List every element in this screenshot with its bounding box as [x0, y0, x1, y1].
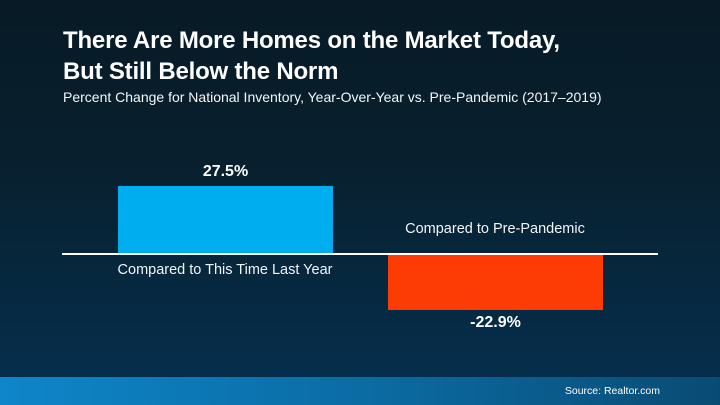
source-credit: Source: Realtor.com [564, 385, 660, 397]
zero-baseline [62, 253, 658, 255]
category-label-last-year: Compared to This Time Last Year [117, 262, 333, 278]
bar-pre-pandemic [388, 255, 603, 311]
chart-title: There Are More Homes on the Market Today… [63, 25, 680, 87]
bar-last-year [118, 186, 333, 253]
footer-bar: Source: Realtor.com [0, 377, 720, 405]
chart-title-line2: But Still Below the Norm [63, 58, 339, 85]
value-label-last-year: 27.5% [202, 163, 249, 181]
header: There Are More Homes on the Market Today… [63, 25, 680, 87]
value-label-pre-pandemic: -22.9% [470, 314, 521, 332]
category-label-pre-pandemic: Compared to Pre-Pandemic [405, 221, 585, 237]
chart-subtitle: Percent Change for National Inventory, Y… [63, 89, 602, 105]
chart-title-line1: There Are More Homes on the Market Today… [63, 27, 560, 54]
bar-chart: 27.5% Compared to This Time Last Year -2… [62, 150, 658, 332]
